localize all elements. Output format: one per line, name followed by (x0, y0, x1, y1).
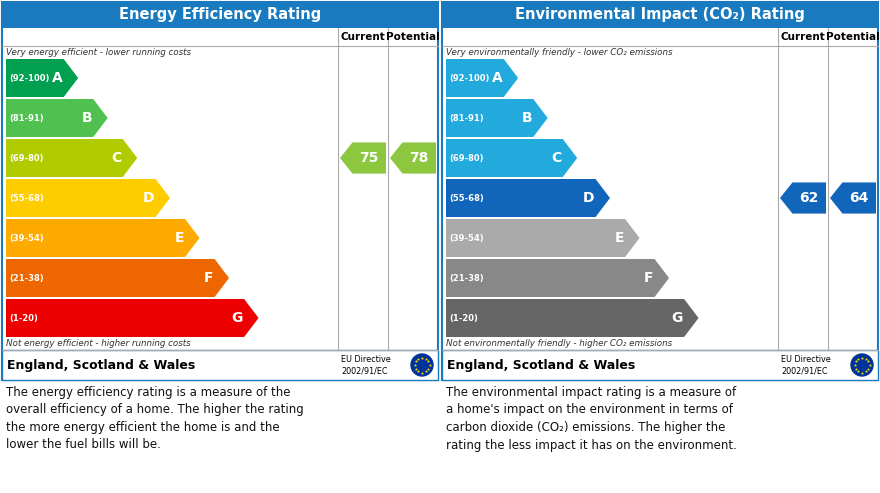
FancyBboxPatch shape (2, 2, 438, 380)
Text: (39-54): (39-54) (9, 234, 44, 243)
Polygon shape (830, 182, 876, 213)
Text: England, Scotland & Wales: England, Scotland & Wales (7, 358, 195, 372)
Text: (81-91): (81-91) (9, 113, 44, 122)
Text: A: A (52, 71, 62, 85)
Text: The environmental impact rating is a measure of
a home's impact on the environme: The environmental impact rating is a mea… (446, 386, 737, 452)
Polygon shape (390, 142, 436, 174)
Text: C: C (552, 151, 561, 165)
Polygon shape (446, 179, 610, 217)
Text: G: G (231, 311, 243, 325)
Text: England, Scotland & Wales: England, Scotland & Wales (447, 358, 635, 372)
Text: EU Directive
2002/91/EC: EU Directive 2002/91/EC (341, 354, 391, 375)
Polygon shape (446, 59, 518, 97)
Text: 62: 62 (800, 191, 819, 205)
Text: F: F (204, 271, 214, 285)
Text: (69-80): (69-80) (449, 153, 483, 163)
Text: D: D (143, 191, 155, 205)
Text: (81-91): (81-91) (449, 113, 484, 122)
Text: (1-20): (1-20) (449, 314, 478, 322)
Polygon shape (446, 99, 547, 137)
Polygon shape (340, 142, 386, 174)
Bar (2, 2, 438, 28)
Text: D: D (583, 191, 595, 205)
Text: G: G (671, 311, 683, 325)
Text: Not environmentally friendly - higher CO₂ emissions: Not environmentally friendly - higher CO… (446, 339, 672, 348)
FancyBboxPatch shape (442, 2, 878, 380)
Text: E: E (614, 231, 624, 245)
Text: Very environmentally friendly - lower CO₂ emissions: Very environmentally friendly - lower CO… (446, 48, 672, 57)
Text: (69-80): (69-80) (9, 153, 43, 163)
Text: C: C (112, 151, 121, 165)
Polygon shape (446, 299, 699, 337)
Text: (21-38): (21-38) (449, 274, 484, 282)
Polygon shape (446, 219, 640, 257)
Text: (1-20): (1-20) (9, 314, 38, 322)
Text: B: B (82, 111, 92, 125)
Text: (92-100): (92-100) (449, 73, 489, 82)
Text: E: E (174, 231, 184, 245)
Text: Current: Current (341, 32, 385, 42)
Text: Very energy efficient - lower running costs: Very energy efficient - lower running co… (6, 48, 191, 57)
Text: 78: 78 (409, 151, 429, 165)
Text: (92-100): (92-100) (9, 73, 49, 82)
Text: Not energy efficient - higher running costs: Not energy efficient - higher running co… (6, 339, 191, 348)
Text: (55-68): (55-68) (9, 193, 44, 203)
Polygon shape (446, 139, 577, 177)
Polygon shape (6, 259, 229, 297)
Polygon shape (6, 139, 137, 177)
Text: Potential: Potential (826, 32, 880, 42)
Text: A: A (492, 71, 502, 85)
Polygon shape (780, 182, 826, 213)
Text: Potential: Potential (386, 32, 440, 42)
Polygon shape (6, 219, 200, 257)
Text: F: F (644, 271, 654, 285)
Text: B: B (522, 111, 532, 125)
Bar (2, 350, 438, 380)
Polygon shape (446, 259, 669, 297)
Text: The energy efficiency rating is a measure of the
overall efficiency of a home. T: The energy efficiency rating is a measur… (6, 386, 304, 452)
Polygon shape (6, 99, 107, 137)
Polygon shape (6, 59, 78, 97)
Text: 75: 75 (360, 151, 379, 165)
Text: (55-68): (55-68) (449, 193, 484, 203)
Bar (442, 2, 878, 28)
Polygon shape (6, 179, 170, 217)
Text: Energy Efficiency Rating: Energy Efficiency Rating (119, 7, 321, 23)
Bar (442, 350, 878, 380)
Circle shape (851, 354, 873, 376)
Polygon shape (6, 299, 259, 337)
Text: (21-38): (21-38) (9, 274, 44, 282)
Text: EU Directive
2002/91/EC: EU Directive 2002/91/EC (781, 354, 831, 375)
Text: 64: 64 (849, 191, 869, 205)
Text: Environmental Impact (CO₂) Rating: Environmental Impact (CO₂) Rating (515, 7, 805, 23)
Text: Current: Current (781, 32, 825, 42)
Circle shape (411, 354, 433, 376)
Text: (39-54): (39-54) (449, 234, 484, 243)
